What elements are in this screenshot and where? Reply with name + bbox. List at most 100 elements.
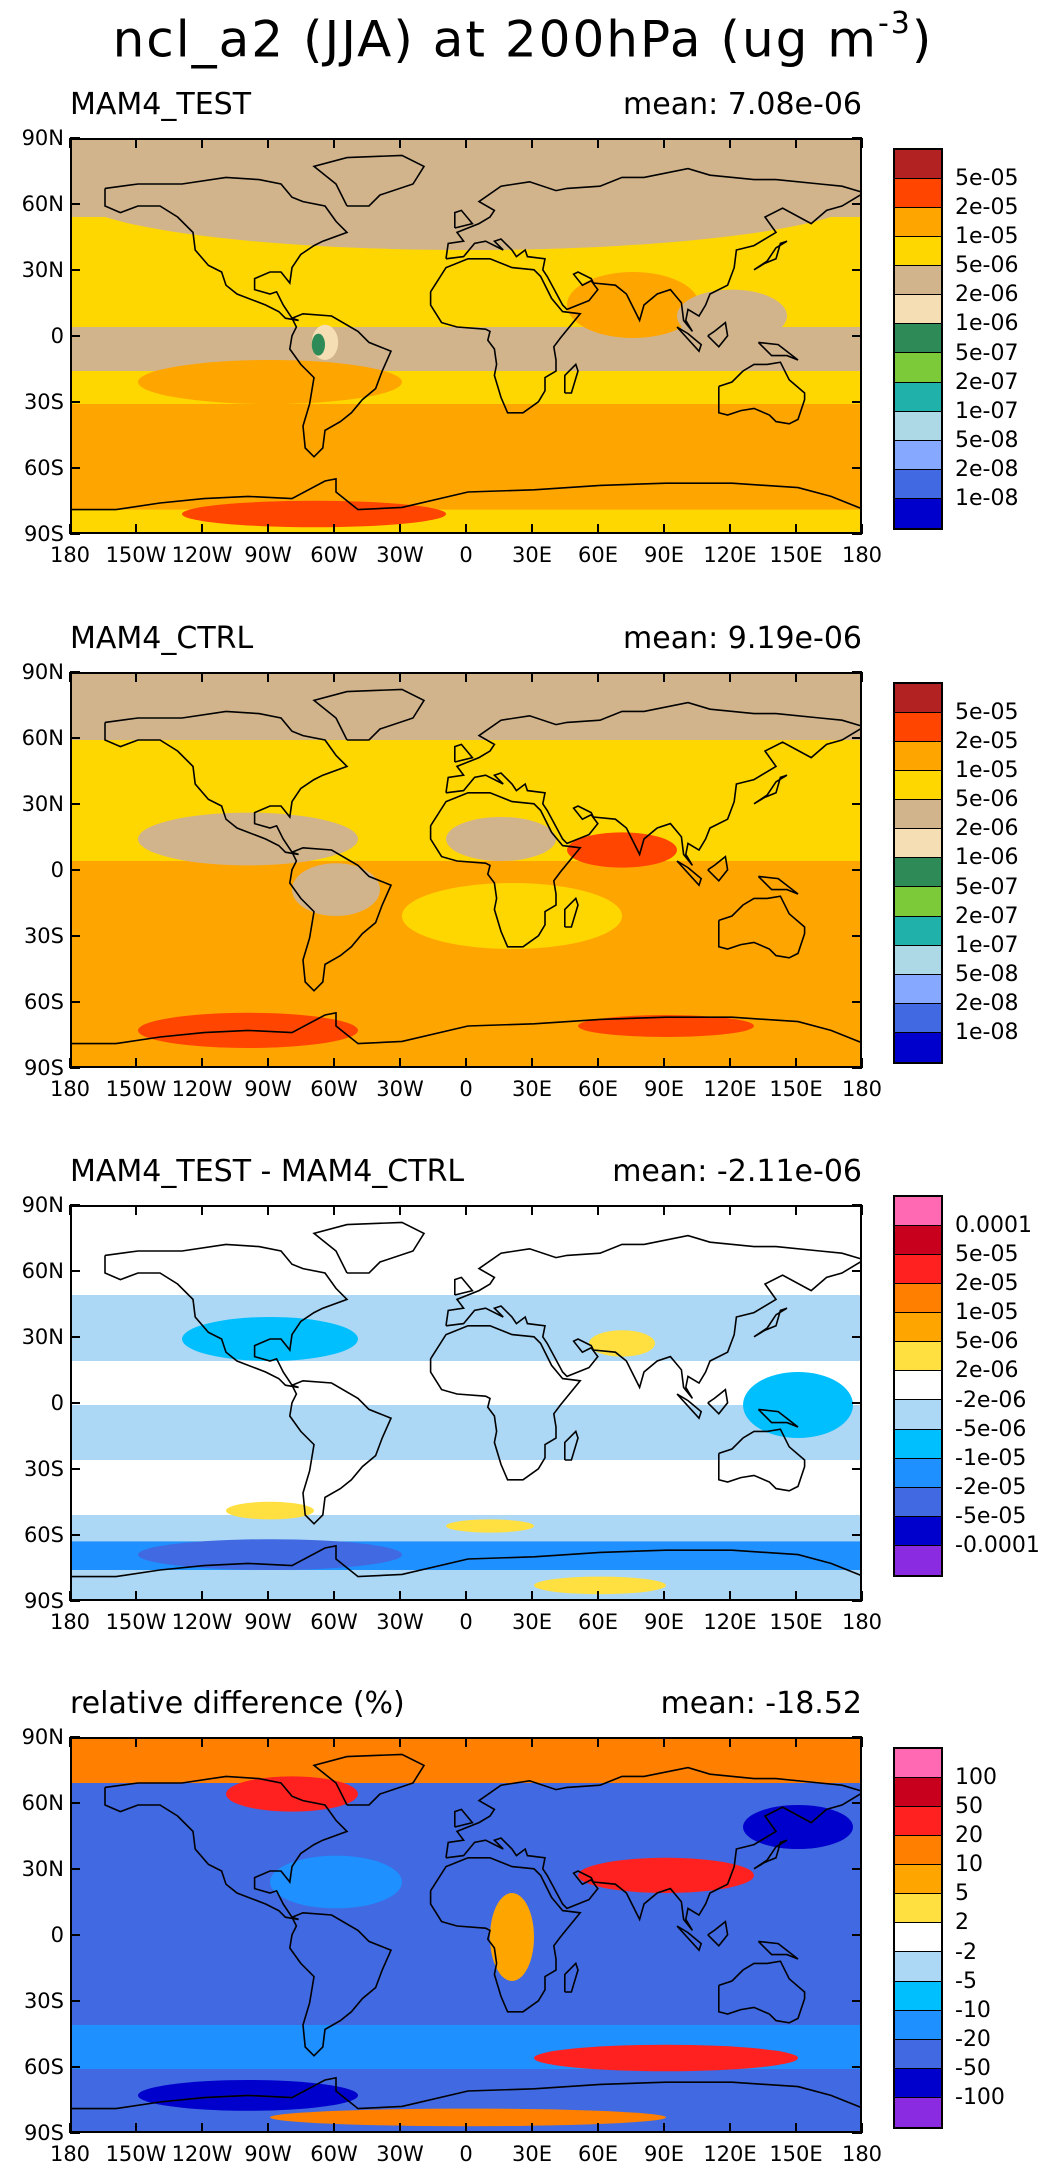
lat-tick <box>852 1600 862 1602</box>
colorbar-swatch <box>895 2039 941 2069</box>
lon-tick <box>201 1591 203 1601</box>
lon-tick <box>201 2123 203 2133</box>
panel-title-ctrl: MAM4_CTRL <box>70 621 254 656</box>
lat-tick-label: 60N <box>21 726 64 750</box>
lat-tick-label: 90N <box>21 660 64 684</box>
lat-tick-label: 30N <box>21 1325 64 1349</box>
field-patch <box>534 1576 666 1595</box>
lat-tick-label: 30N <box>21 258 64 282</box>
coastline <box>445 167 860 332</box>
colorbar-swatch <box>895 1487 941 1517</box>
lon-tick <box>663 138 665 148</box>
lat-tick <box>852 1934 862 1936</box>
lat-tick <box>70 737 80 739</box>
lon-tick <box>333 2123 335 2133</box>
colorbar-swatch <box>895 887 941 917</box>
colorbar-label: 2e-06 <box>955 1358 1019 1384</box>
coastline <box>72 2076 860 2110</box>
colorbar-swatch <box>895 2010 941 2040</box>
colorbar-swatch <box>895 469 941 499</box>
lon-tick <box>333 138 335 148</box>
lon-tick-label: 180 <box>49 1077 91 1101</box>
colorbar-label: 50 <box>955 1794 983 1820</box>
colorbar-rel <box>893 1747 943 2129</box>
lat-tick <box>852 137 862 139</box>
field-patch <box>182 500 446 528</box>
field-band <box>72 1361 860 1406</box>
panel-mean-diff: mean: -2.11e-06 <box>612 1154 862 1189</box>
lon-tick <box>861 138 863 148</box>
lon-tick-label: 0 <box>459 1610 473 1634</box>
colorbar-label: 10 <box>955 1852 983 1878</box>
colorbar-label: 5e-07 <box>955 874 1019 900</box>
lon-tick <box>333 672 335 682</box>
lat-tick-label: 30N <box>21 792 64 816</box>
colorbar-label: 2e-07 <box>955 903 1019 929</box>
colorbar-label: 2e-07 <box>955 369 1019 395</box>
coastline <box>757 875 799 895</box>
lon-tick-label: 180 <box>49 1610 91 1634</box>
lon-tick-label: 180 <box>841 2142 883 2166</box>
lon-tick <box>267 138 269 148</box>
lat-tick <box>70 1868 80 1870</box>
coastline <box>717 895 806 959</box>
lat-tick <box>852 2066 862 2068</box>
lon-tick-label: 120W <box>171 1077 233 1101</box>
lon-tick-label: 120E <box>703 543 757 567</box>
lon-tick <box>69 1591 71 1601</box>
lon-tick <box>267 1591 269 1601</box>
coastline <box>707 855 729 882</box>
colorbar-swatch <box>895 411 941 441</box>
lon-tick <box>531 1591 533 1601</box>
lat-tick <box>852 533 862 535</box>
lat-tick-label: 0 <box>50 1391 64 1415</box>
colorbar-swatch <box>895 771 941 801</box>
lon-tick-label: 30W <box>376 543 424 567</box>
lon-tick <box>267 672 269 682</box>
lon-tick <box>861 1591 863 1601</box>
colorbar-swatch <box>895 713 941 743</box>
field-patch <box>138 1539 402 1570</box>
lon-tick-label: 30W <box>376 1077 424 1101</box>
colorbar-swatch <box>895 295 941 325</box>
field-patch <box>534 2044 798 2072</box>
colorbar-label: 2e-06 <box>955 816 1019 842</box>
lon-tick <box>399 1205 401 1215</box>
map-svg-diff <box>72 1207 860 1599</box>
lon-tick <box>663 1205 665 1215</box>
lat-tick-label: 60S <box>23 456 64 480</box>
lon-tick-label: 150W <box>105 543 167 567</box>
lon-tick-label: 90W <box>244 543 292 567</box>
lat-tick <box>852 467 862 469</box>
lon-tick <box>597 138 599 148</box>
lon-tick-label: 30E <box>512 2142 552 2166</box>
field-patch <box>226 1776 358 1812</box>
lon-tick <box>861 1058 863 1068</box>
field-band <box>72 1570 860 1599</box>
lon-tick <box>135 524 137 534</box>
lon-tick <box>729 672 731 682</box>
colorbar-label: -50 <box>955 2055 991 2081</box>
field-band <box>72 1405 860 1461</box>
coastline <box>757 1940 799 1960</box>
lon-tick <box>597 1058 599 1068</box>
colorbar-label: 1e-06 <box>955 311 1019 337</box>
lon-tick <box>465 1591 467 1601</box>
panel-title-test: MAM4_TEST <box>70 87 252 122</box>
field-patch <box>743 1805 853 1849</box>
lon-tick-label: 90E <box>644 1610 684 1634</box>
colorbar-swatch <box>895 1284 941 1314</box>
field-band <box>72 740 860 818</box>
coastline <box>453 209 474 229</box>
coastline <box>453 1276 474 1296</box>
lat-tick <box>70 2000 80 2002</box>
lat-tick-label: 60S <box>23 2055 64 2079</box>
map-rel <box>70 1737 862 2133</box>
field-patch <box>226 1501 314 1520</box>
coastline <box>676 1925 703 1952</box>
field-band <box>72 1783 860 1828</box>
colorbar-label: -2 <box>955 1939 977 1965</box>
lon-tick <box>729 2123 731 2133</box>
colorbar-swatch <box>895 1894 941 1924</box>
lon-tick <box>729 524 731 534</box>
